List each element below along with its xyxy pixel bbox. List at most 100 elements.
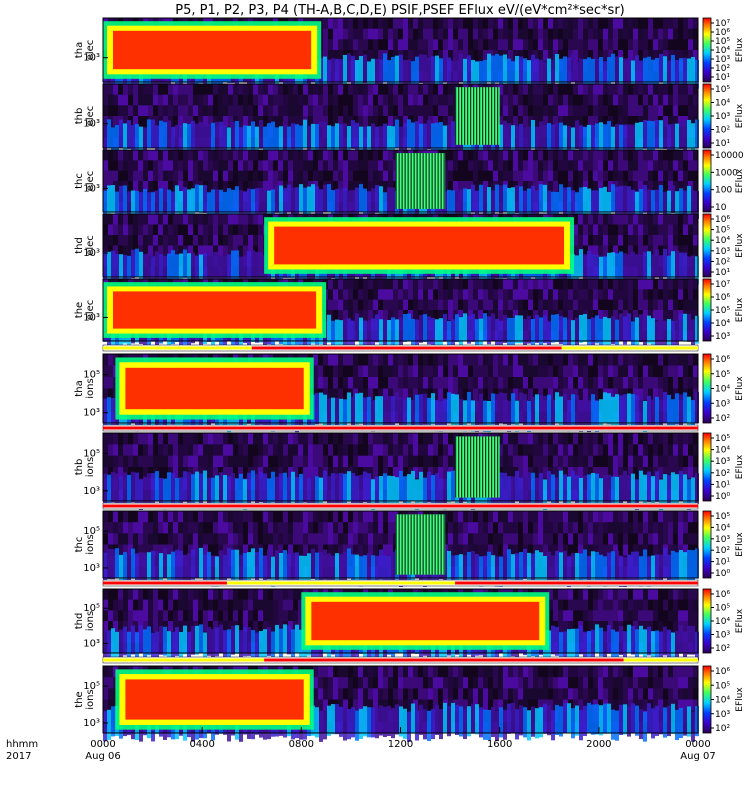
continuum-cell — [459, 190, 463, 218]
continuum-cell — [191, 121, 195, 150]
texture-cell — [348, 29, 353, 40]
texture-cell — [268, 105, 273, 116]
texture-cell — [473, 18, 478, 29]
texture-cell — [373, 95, 378, 106]
texture-cell — [223, 235, 228, 246]
continuum-cell — [403, 314, 407, 342]
texture-cell — [583, 150, 588, 161]
colorbar-tick-label: 10⁴ — [715, 99, 730, 109]
continuum-cell — [559, 316, 563, 344]
texture-cell — [253, 84, 258, 95]
texture-cell — [668, 39, 673, 50]
texture-cell — [188, 214, 193, 225]
texture-cell — [178, 150, 183, 161]
texture-cell — [583, 84, 588, 95]
texture-cell — [638, 95, 643, 106]
continuum-cell — [391, 188, 395, 216]
texture-cell — [193, 150, 198, 161]
texture-cell — [663, 300, 668, 311]
texture-cell — [518, 95, 523, 106]
stripe-line — [405, 153, 406, 209]
texture-cell — [108, 84, 113, 95]
texture-cell — [243, 214, 248, 225]
texture-cell — [273, 160, 278, 171]
continuum-cell — [195, 184, 199, 212]
continuum-cell — [603, 124, 607, 153]
continuum-cell — [355, 188, 359, 216]
texture-cell — [528, 95, 533, 106]
colorbar-label: EFlux — [735, 297, 745, 322]
texture-cell — [573, 150, 578, 161]
texture-cell — [333, 354, 338, 366]
texture-cell — [368, 105, 373, 116]
continuum-cell — [631, 125, 635, 154]
texture-cell — [178, 214, 183, 225]
texture-cell — [523, 39, 528, 50]
texture-cell — [468, 300, 473, 311]
texture-cell — [148, 225, 153, 236]
continuum-cell — [615, 320, 619, 348]
texture-cell — [648, 18, 653, 29]
texture-cell — [323, 171, 328, 182]
texture-cell — [623, 279, 628, 290]
texture-cell — [423, 105, 428, 116]
texture-cell — [313, 150, 318, 161]
texture-cell — [183, 235, 188, 246]
continuum-cell — [307, 187, 311, 215]
continuum-cell — [423, 314, 427, 342]
texture-cell — [108, 150, 113, 161]
y-tick-label: 10³ — [83, 119, 100, 130]
continuum-cell — [687, 186, 691, 214]
continuum-cell — [335, 320, 339, 348]
texture-cell — [513, 29, 518, 40]
texture-cell — [308, 84, 313, 95]
texture-cell — [438, 18, 443, 29]
texture-cell — [668, 29, 673, 40]
continuum-cell — [607, 318, 611, 346]
texture-cell — [598, 84, 603, 95]
texture-cell — [508, 105, 513, 116]
texture-cell — [208, 84, 213, 95]
continuum-cell — [623, 58, 627, 87]
continuum-cell — [339, 124, 343, 153]
texture-cell — [558, 300, 563, 311]
continuum-cell — [683, 314, 687, 342]
continuum-cell — [663, 120, 667, 149]
texture-cell — [178, 95, 183, 106]
texture-cell — [473, 171, 478, 182]
colorbar-tick-label: 10³ — [715, 247, 730, 257]
texture-cell — [378, 95, 383, 106]
texture-cell — [448, 289, 453, 300]
texture-cell — [583, 214, 588, 225]
texture-cell — [583, 279, 588, 290]
texture-cell — [483, 150, 488, 161]
texture-cell — [658, 150, 663, 161]
continuum-cell — [219, 190, 223, 218]
texture-cell — [373, 39, 378, 50]
texture-cell — [158, 105, 163, 116]
continuum-cell — [363, 54, 367, 83]
texture-cell — [493, 39, 498, 50]
texture-cell — [293, 95, 298, 106]
texture-cell — [583, 95, 588, 106]
texture-cell — [508, 289, 513, 300]
stripe-line — [482, 87, 483, 145]
texture-cell — [183, 150, 188, 161]
continuum-cell — [567, 319, 571, 347]
texture-cell — [653, 95, 658, 106]
texture-cell — [208, 150, 213, 161]
continuum-cell — [331, 58, 335, 87]
texture-cell — [168, 95, 173, 106]
texture-cell — [473, 377, 478, 389]
texture-cell — [558, 39, 563, 50]
texture-cell — [478, 289, 483, 300]
stripe-line — [464, 87, 465, 145]
continuum-cell — [319, 189, 323, 217]
texture-cell — [613, 289, 618, 300]
continuum-cell — [659, 54, 663, 83]
texture-cell — [168, 214, 173, 225]
texture-cell — [463, 160, 468, 171]
texture-cell — [558, 84, 563, 95]
texture-cell — [498, 366, 503, 378]
continuum-cell — [379, 186, 383, 214]
